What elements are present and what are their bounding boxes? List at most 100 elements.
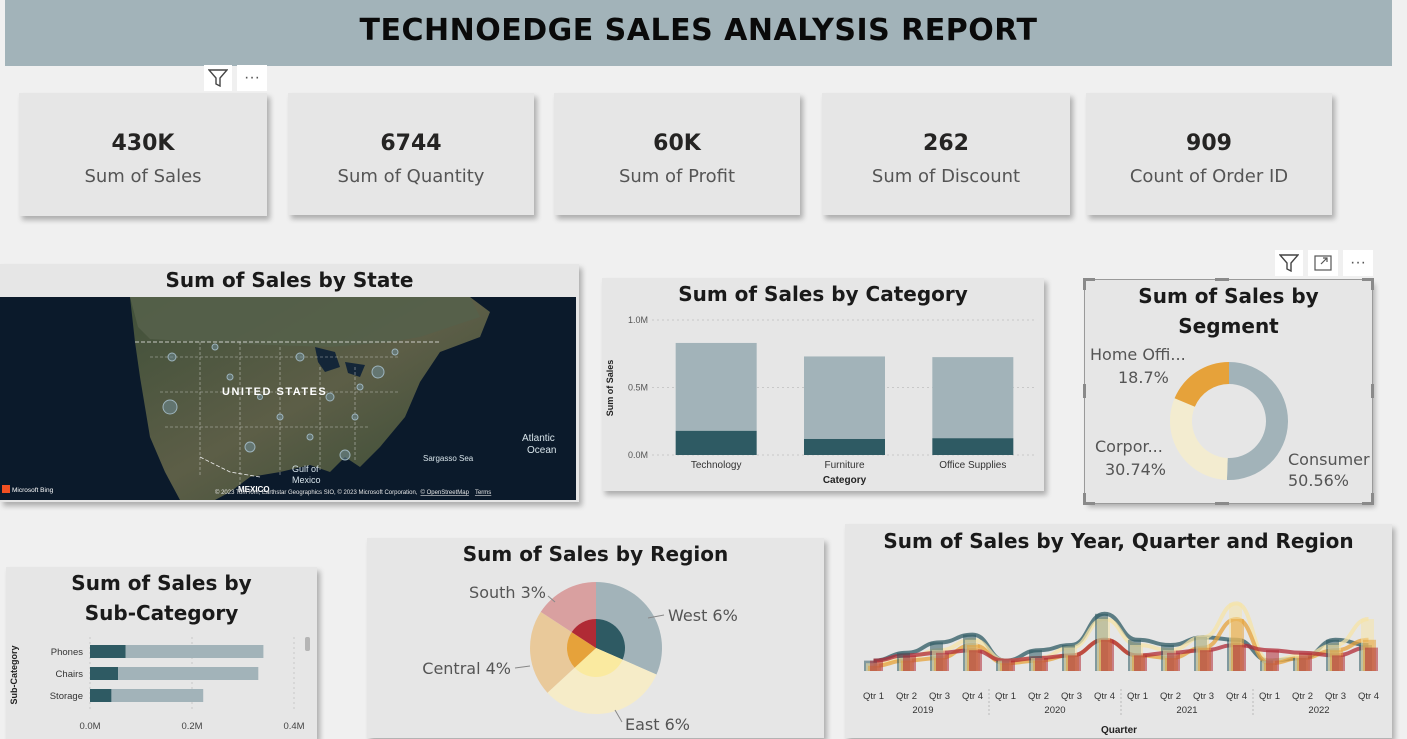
- category-chart-title: Sum of Sales by Category: [678, 282, 968, 306]
- resize-handle[interactable]: [1371, 384, 1374, 398]
- region-inner-slice[interactable]: [571, 619, 596, 648]
- map-bubble[interactable]: [371, 365, 385, 379]
- region-inner-slice[interactable]: [596, 619, 625, 660]
- resize-handle[interactable]: [1083, 278, 1095, 281]
- bar-segment[interactable]: [111, 689, 204, 702]
- year-label: 2019: [912, 705, 933, 716]
- resize-handle[interactable]: [1083, 278, 1086, 290]
- ribbon-bar[interactable]: [1266, 650, 1279, 671]
- ribbon-bar[interactable]: [936, 652, 949, 671]
- bar-segment[interactable]: [90, 689, 112, 702]
- ribbon-bar[interactable]: [1101, 639, 1114, 671]
- map-bubble[interactable]: [351, 413, 359, 421]
- map-bubble[interactable]: [244, 441, 256, 453]
- subcategory-title-line: Sub-Category: [84, 601, 239, 625]
- kpi-card-quantity[interactable]: 6744 Sum of Quantity: [288, 93, 534, 215]
- more-options-icon: ···: [1350, 254, 1366, 271]
- bar-segment[interactable]: [804, 438, 885, 455]
- category-chart-card[interactable]: Sum of Sales by Category 0.0M 0.5M 1.0M Tec…: [602, 278, 1044, 491]
- bar-segment[interactable]: [125, 645, 264, 658]
- map-bubble[interactable]: [162, 399, 178, 415]
- map-bubble[interactable]: [276, 413, 284, 421]
- bar-segment[interactable]: [90, 645, 126, 658]
- resize-handle[interactable]: [1215, 502, 1229, 505]
- region-inner-slice[interactable]: [567, 632, 596, 668]
- donut-slice[interactable]: [1226, 362, 1288, 480]
- ribbon-bar[interactable]: [1134, 655, 1147, 671]
- resize-handle[interactable]: [1083, 502, 1095, 505]
- kpi-card-discount[interactable]: 262 Sum of Discount: [822, 93, 1070, 215]
- map-terms-link[interactable]: Terms: [475, 490, 491, 496]
- kpi-card-order-count[interactable]: 909 Count of Order ID: [1086, 93, 1332, 215]
- slice-label: Corpor...: [1095, 437, 1163, 456]
- resize-handle[interactable]: [1083, 384, 1086, 398]
- map-bubble[interactable]: [391, 348, 399, 356]
- region-chart-card[interactable]: Sum of Sales by Region West 6% East 6% Cen…: [367, 538, 824, 738]
- ribbon-bar[interactable]: [1167, 652, 1180, 671]
- filter-button[interactable]: [204, 65, 232, 91]
- map-svg: UNITED STATES MEXICO Gulf of Mexico Sarg…: [2, 297, 556, 500]
- map-bubble[interactable]: [211, 343, 219, 351]
- focus-mode-button[interactable]: [1308, 250, 1338, 276]
- map-bubble[interactable]: [167, 352, 177, 362]
- ribbon-bar[interactable]: [1365, 647, 1378, 671]
- map-bubble[interactable]: [356, 383, 364, 391]
- map-bubble[interactable]: [295, 352, 305, 362]
- bar-segment[interactable]: [675, 342, 757, 431]
- scrollbar-thumb[interactable]: [305, 637, 310, 651]
- bar-segment[interactable]: [675, 430, 757, 455]
- map-bubble[interactable]: [226, 373, 234, 381]
- resize-handle[interactable]: [1083, 493, 1086, 505]
- ribbon-chart-card[interactable]: Sum of Sales by Year, Quarter and Region…: [845, 524, 1392, 738]
- ribbon-bar[interactable]: [969, 650, 982, 671]
- resize-handle[interactable]: [1215, 278, 1229, 281]
- ribbon-bar[interactable]: [1002, 660, 1015, 671]
- ribbon-bar[interactable]: [870, 660, 883, 671]
- bar-segment[interactable]: [804, 356, 885, 439]
- ribbon-bar[interactable]: [1332, 655, 1345, 671]
- kpi-card-sales[interactable]: 430K Sum of Sales: [19, 93, 267, 216]
- ribbon-bar[interactable]: [1068, 655, 1081, 671]
- segment-filter-button[interactable]: [1275, 250, 1303, 276]
- region-outer-slice[interactable]: [547, 648, 657, 714]
- x-tick-label: Technology: [691, 460, 742, 471]
- map-bubble[interactable]: [339, 449, 351, 461]
- segment-chart-card[interactable]: Sum of Sales by Segment Consumer 50.56% Co…: [1083, 278, 1374, 505]
- resize-handle[interactable]: [1362, 278, 1374, 281]
- ribbon-bar[interactable]: [1233, 645, 1246, 671]
- map-bubble[interactable]: [257, 394, 263, 400]
- ribbon-bar[interactable]: [1299, 652, 1312, 671]
- map-canvas[interactable]: UNITED STATES MEXICO Gulf of Mexico Sarg…: [0, 297, 576, 500]
- resize-handle[interactable]: [1371, 278, 1374, 290]
- kpi-card-profit[interactable]: 60K Sum of Profit: [554, 93, 800, 215]
- resize-handle[interactable]: [1371, 493, 1374, 505]
- segment-title-line: Segment: [1178, 314, 1279, 338]
- donut-slice[interactable]: [1174, 362, 1229, 407]
- ribbon-bar[interactable]: [1035, 658, 1048, 671]
- year-label: 2022: [1308, 705, 1329, 716]
- ribbon-bar[interactable]: [903, 655, 916, 671]
- resize-handle[interactable]: [1362, 502, 1374, 505]
- bar-segment[interactable]: [90, 667, 119, 680]
- bar-segment[interactable]: [932, 438, 1014, 455]
- map-great-lakes: [315, 347, 365, 377]
- ribbon-path[interactable]: [873, 637, 1369, 663]
- map-credits: © 2023 TomTom, Earthstar Geographics SIO…: [215, 489, 491, 496]
- more-options-button[interactable]: ···: [237, 65, 267, 91]
- map-canada-region: [130, 297, 480, 347]
- map-bubble[interactable]: [306, 433, 314, 441]
- bar-segment[interactable]: [118, 667, 259, 680]
- kpi-label: Count of Order ID: [1129, 166, 1289, 187]
- ribbon-bar[interactable]: [1200, 650, 1213, 671]
- segment-more-options-button[interactable]: ···: [1343, 250, 1373, 276]
- region-outer-slice[interactable]: [530, 611, 596, 693]
- y-axis-label: Sub-Category: [9, 645, 19, 704]
- bar-segment[interactable]: [932, 357, 1014, 439]
- map-bubble[interactable]: [325, 392, 335, 402]
- kpi-value: 262: [923, 131, 969, 156]
- ribbon-path[interactable]: [873, 601, 1369, 666]
- map-osm-link[interactable]: © OpenStreetMap: [421, 489, 470, 496]
- donut-slice[interactable]: [1170, 398, 1228, 480]
- subcategory-chart-card[interactable]: Sum of Sales by Sub-Category Phones Chair…: [6, 567, 317, 739]
- region-inner-slice[interactable]: [574, 648, 623, 677]
